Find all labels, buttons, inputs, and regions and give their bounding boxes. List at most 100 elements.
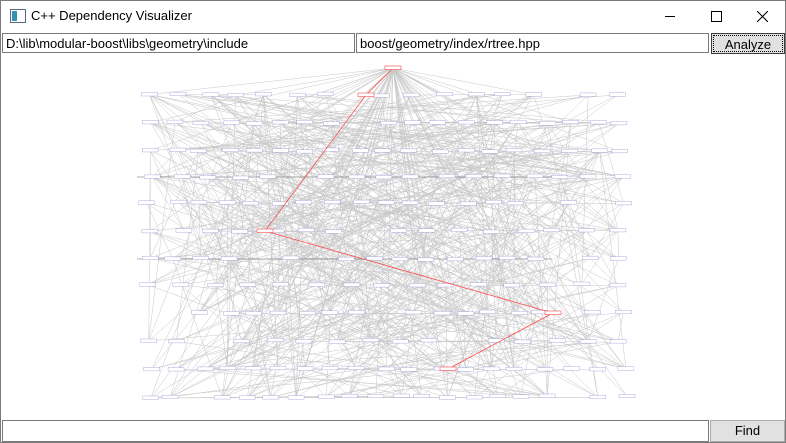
- graph-node[interactable]: [222, 148, 239, 152]
- graph-node[interactable]: [375, 175, 393, 180]
- graph-node[interactable]: [191, 310, 208, 315]
- graph-node[interactable]: [348, 174, 366, 179]
- graph-node[interactable]: [498, 255, 516, 260]
- graph-node[interactable]: [201, 228, 219, 233]
- header-file-input[interactable]: [356, 33, 709, 53]
- graph-node[interactable]: [262, 395, 279, 400]
- highlighted-graph-node[interactable]: [256, 228, 274, 233]
- graph-node[interactable]: [220, 256, 238, 261]
- graph-node[interactable]: [192, 121, 210, 125]
- graph-node[interactable]: [451, 227, 468, 232]
- graph-node[interactable]: [400, 148, 417, 153]
- graph-node[interactable]: [317, 174, 335, 179]
- close-button[interactable]: [739, 1, 785, 32]
- graph-node[interactable]: [175, 228, 193, 233]
- graph-node[interactable]: [489, 394, 507, 398]
- graph-node[interactable]: [169, 147, 187, 152]
- graph-node[interactable]: [438, 174, 456, 179]
- graph-node[interactable]: [246, 121, 263, 126]
- graph-node[interactable]: [244, 366, 262, 371]
- graph-node[interactable]: [347, 365, 365, 370]
- graph-node[interactable]: [378, 366, 395, 371]
- graph-node[interactable]: [526, 173, 544, 178]
- graph-node[interactable]: [610, 121, 628, 126]
- graph-node[interactable]: [374, 148, 391, 153]
- graph-node[interactable]: [173, 174, 191, 179]
- graph-node[interactable]: [563, 366, 580, 371]
- graph-node[interactable]: [404, 310, 422, 315]
- graph-node[interactable]: [494, 92, 511, 97]
- graph-node[interactable]: [190, 148, 207, 153]
- graph-node[interactable]: [475, 256, 493, 261]
- graph-node[interactable]: [259, 174, 276, 179]
- graph-node[interactable]: [352, 148, 369, 153]
- graph-node[interactable]: [324, 200, 341, 204]
- graph-node[interactable]: [591, 148, 608, 153]
- graph-node[interactable]: [617, 366, 635, 371]
- graph-node[interactable]: [458, 148, 475, 153]
- graph-node[interactable]: [525, 92, 542, 97]
- highlighted-graph-node[interactable]: [384, 65, 402, 70]
- graph-node[interactable]: [506, 201, 524, 206]
- graph-node[interactable]: [343, 282, 361, 287]
- graph-node[interactable]: [538, 393, 556, 398]
- graph-node[interactable]: [527, 256, 545, 261]
- graph-node[interactable]: [393, 393, 410, 398]
- graph-node[interactable]: [138, 200, 155, 205]
- graph-node[interactable]: [429, 120, 446, 125]
- graph-node[interactable]: [503, 283, 520, 288]
- graph-node[interactable]: [169, 91, 187, 96]
- graph-node[interactable]: [485, 199, 502, 204]
- graph-node[interactable]: [297, 227, 315, 232]
- graph-node[interactable]: [192, 255, 209, 260]
- graph-node[interactable]: [218, 200, 236, 205]
- graph-node[interactable]: [401, 200, 419, 205]
- graph-node[interactable]: [341, 393, 358, 398]
- graph-node[interactable]: [348, 310, 365, 315]
- graph-node[interactable]: [512, 394, 530, 399]
- graph-node[interactable]: [609, 283, 627, 288]
- graph-node[interactable]: [615, 310, 632, 314]
- graph-node[interactable]: [401, 174, 419, 179]
- graph-node[interactable]: [610, 339, 627, 344]
- graph-node[interactable]: [377, 200, 395, 205]
- graph-node[interactable]: [590, 120, 607, 125]
- graph-node[interactable]: [561, 148, 578, 153]
- graph-node[interactable]: [202, 92, 220, 97]
- graph-node[interactable]: [511, 311, 528, 316]
- graph-node[interactable]: [479, 309, 497, 314]
- graph-node[interactable]: [392, 339, 409, 344]
- graph-node[interactable]: [140, 338, 157, 343]
- graph-node[interactable]: [404, 120, 421, 125]
- graph-node[interactable]: [239, 395, 256, 400]
- graph-node[interactable]: [493, 173, 511, 178]
- graph-node[interactable]: [232, 175, 249, 180]
- graph-node[interactable]: [308, 282, 325, 287]
- graph-node[interactable]: [589, 367, 606, 372]
- maximize-button[interactable]: [693, 1, 739, 32]
- graph-node[interactable]: [142, 395, 160, 400]
- graph-node[interactable]: [232, 339, 250, 344]
- graph-node[interactable]: [380, 121, 397, 125]
- graph-node[interactable]: [223, 120, 240, 125]
- graph-node[interactable]: [269, 310, 287, 315]
- graph-node[interactable]: [289, 92, 306, 97]
- graph-node[interactable]: [539, 121, 556, 126]
- graph-node[interactable]: [505, 148, 523, 153]
- graph-node[interactable]: [142, 148, 159, 153]
- graph-node[interactable]: [466, 395, 483, 400]
- graph-node[interactable]: [420, 338, 438, 343]
- graph-node[interactable]: [539, 282, 556, 287]
- graph-node[interactable]: [579, 92, 597, 97]
- graph-node[interactable]: [338, 256, 355, 261]
- graph-node[interactable]: [255, 92, 272, 97]
- graph-node[interactable]: [142, 120, 159, 125]
- graph-node[interactable]: [272, 148, 289, 153]
- graph-node[interactable]: [296, 149, 313, 154]
- graph-node[interactable]: [272, 201, 289, 206]
- graph-node[interactable]: [409, 283, 426, 288]
- graph-node[interactable]: [219, 366, 236, 370]
- graph-node[interactable]: [457, 311, 475, 316]
- include-path-input[interactable]: [2, 33, 355, 53]
- graph-node[interactable]: [483, 229, 500, 234]
